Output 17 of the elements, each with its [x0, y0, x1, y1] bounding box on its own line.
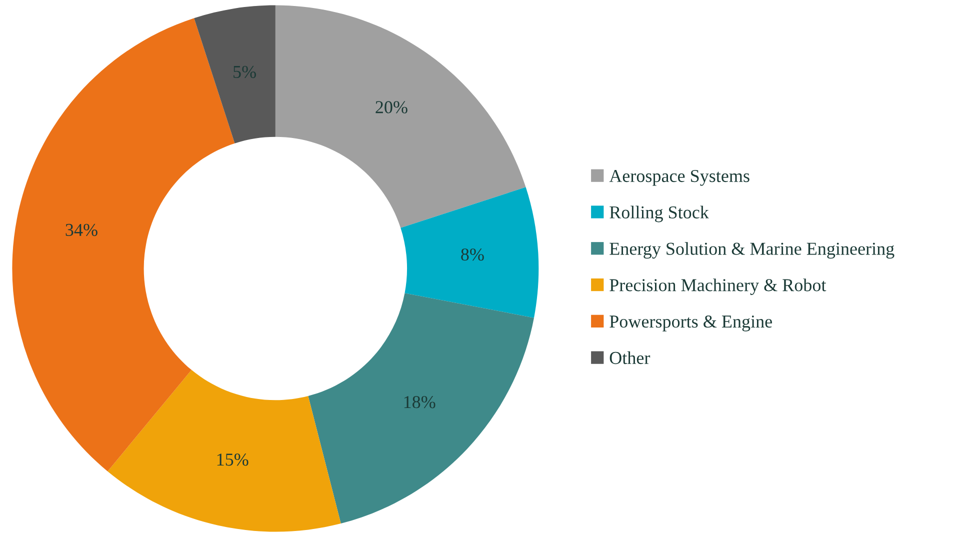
donut-slice [108, 370, 341, 532]
legend-label: Energy Solution & Marine Engineering [610, 242, 894, 259]
data-label: 34% [66, 224, 98, 236]
donut-slice [275, 5, 526, 228]
data-label: 18% [404, 396, 436, 408]
legend-label: Other [610, 351, 650, 364]
data-label: 5% [234, 66, 256, 78]
legend-label: Aerospace Systems [609, 170, 750, 186]
donut-slice [400, 187, 539, 318]
legend-label: Rolling Stock [610, 206, 709, 222]
data-label: 15% [217, 454, 248, 466]
data-label: 20% [376, 101, 408, 114]
data-label: 8% [461, 248, 484, 261]
donut-slice [308, 293, 534, 524]
donut-slice [194, 5, 276, 144]
legend-label: Precision Machinery & Robot [610, 278, 826, 295]
legend-label: Powersports & Engine [610, 315, 772, 332]
